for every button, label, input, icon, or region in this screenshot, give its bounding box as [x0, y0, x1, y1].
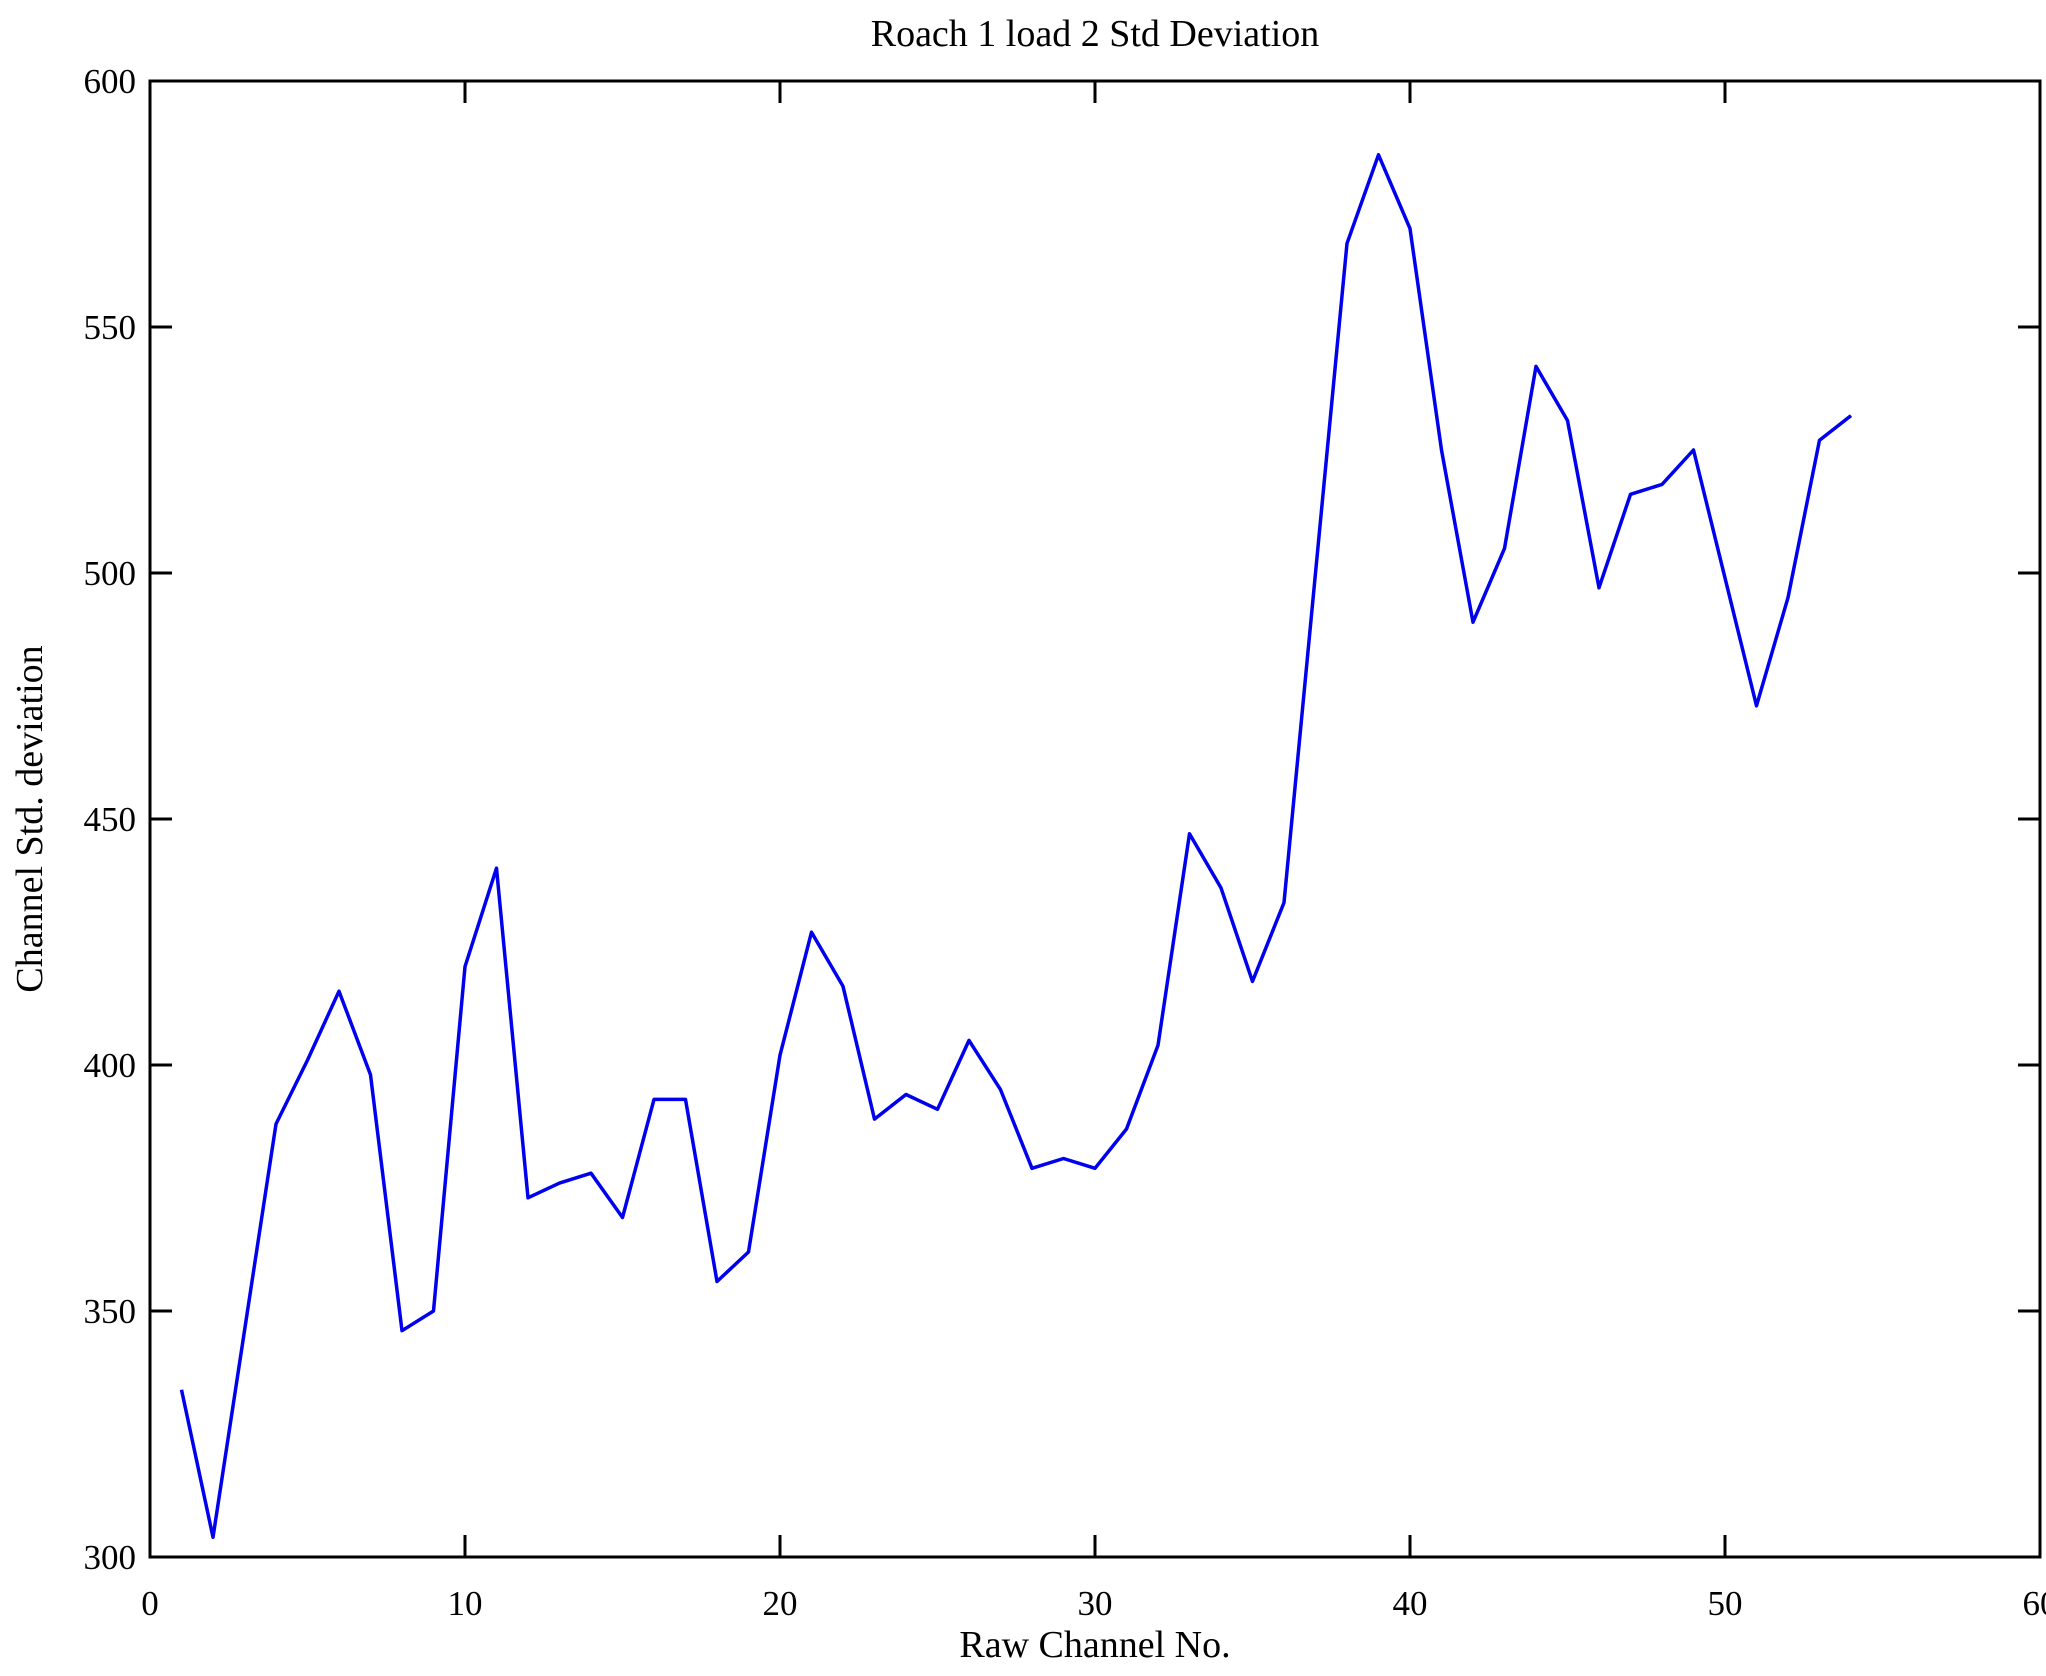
tick-label: 400 — [84, 1046, 137, 1085]
y-tick-labels: 300 350 400 450 500 550 600 — [84, 62, 137, 1577]
axis-ticks — [150, 81, 2040, 1557]
x-axis-label: Raw Channel No. — [959, 1624, 1230, 1666]
tick-label: 500 — [84, 554, 137, 593]
tick-label: 550 — [84, 308, 137, 347]
chart-title: Roach 1 load 2 Std Deviation — [871, 13, 1320, 55]
tick-label: 0 — [141, 1584, 159, 1623]
tick-label: 50 — [1708, 1584, 1743, 1623]
tick-label: 60 — [2023, 1584, 2046, 1623]
tick-label: 350 — [84, 1292, 137, 1331]
tick-label: 600 — [84, 62, 137, 101]
tick-label: 300 — [84, 1538, 137, 1577]
data-line — [182, 155, 1852, 1538]
tick-label: 10 — [448, 1584, 483, 1623]
tick-label: 30 — [1078, 1584, 1113, 1623]
x-tick-labels: 0 10 20 30 40 50 60 — [141, 1584, 2046, 1623]
tick-label: 20 — [763, 1584, 798, 1623]
tick-label: 40 — [1393, 1584, 1428, 1623]
tick-label: 450 — [84, 800, 137, 839]
y-axis-label: Channel Std. deviation — [9, 645, 51, 992]
plot-frame — [150, 81, 2040, 1557]
